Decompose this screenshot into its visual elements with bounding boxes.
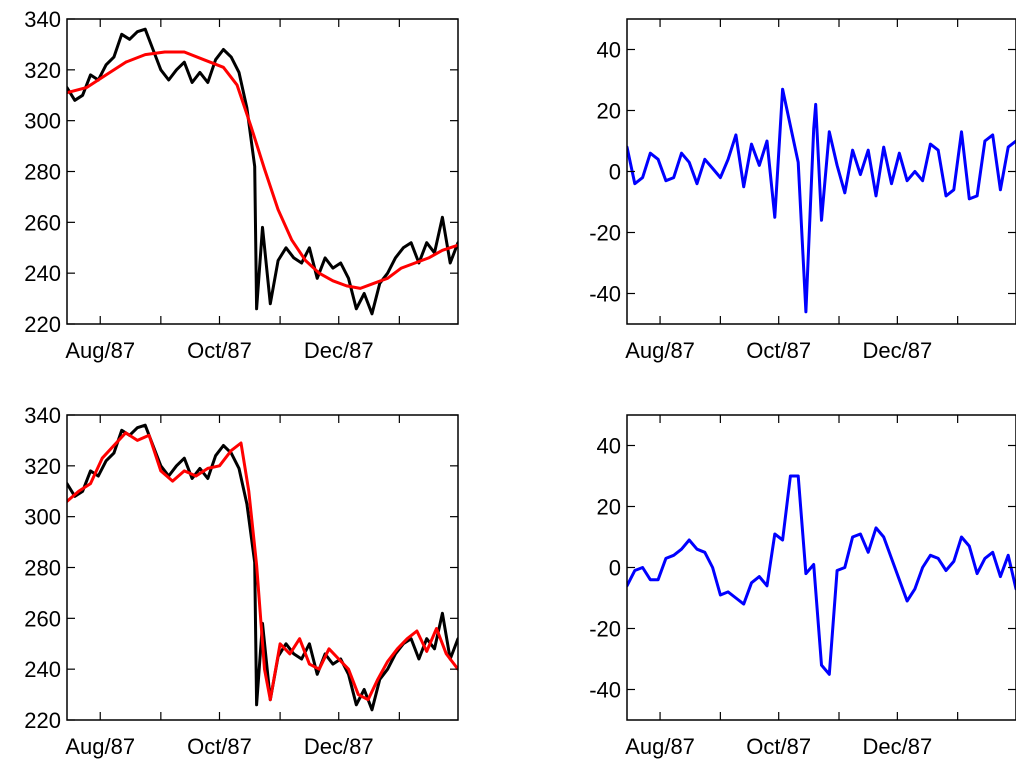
series-line-1 (67, 423, 458, 712)
y-tick-label: 20 (597, 99, 621, 124)
x-tick-label: Oct/87 (746, 734, 811, 759)
series-line-1 (67, 27, 458, 316)
y-tick-label: 0 (609, 556, 621, 581)
plot-top-right: -40 -20 0 20 40 Aug/87 Oct/87 Dec/87 (589, 18, 1016, 363)
y-tick-label: 20 (597, 495, 621, 520)
x-tick-label: Oct/87 (187, 734, 252, 759)
y-tick-label: 320 (24, 58, 61, 83)
y-tick-label: 260 (24, 606, 61, 631)
plot-frame (626, 414, 1016, 721)
y-tick-label: 280 (24, 160, 61, 185)
y-tick-label: -40 (589, 678, 621, 703)
x-tick-label: Aug/87 (65, 338, 135, 363)
series-line-1 (627, 474, 1016, 676)
y-tick-label: 220 (24, 708, 61, 733)
y-tick-label: 240 (24, 657, 61, 682)
y-tick-label: 40 (597, 434, 621, 459)
x-tick-label: Aug/87 (65, 734, 135, 759)
y-tick-label: 340 (24, 7, 61, 32)
series-line-2 (67, 50, 458, 290)
y-tick-label: 280 (24, 556, 61, 581)
y-tick-label: 40 (597, 38, 621, 63)
plot-frame (66, 18, 459, 325)
y-tick-label: 260 (24, 210, 61, 235)
y-tick-label: -40 (589, 282, 621, 307)
series-line-1 (627, 87, 1016, 314)
x-tick-label: Oct/87 (187, 338, 252, 363)
plot-top-left: 220 240 260 280 300 320 340 Aug/87 Oct/87 Dec/87 (24, 7, 459, 363)
plot-bottom-left: 220 240 260 280 300 320 340 Aug/87 Oct/87 Dec/87 (24, 403, 459, 759)
y-tick-label: 240 (24, 261, 61, 286)
series-line-2 (67, 431, 458, 702)
x-tick-label: Dec/87 (304, 734, 374, 759)
x-tick-label: Aug/87 (625, 734, 695, 759)
y-tick-label: -20 (589, 221, 621, 246)
y-tick-label: 300 (24, 505, 61, 530)
x-tick-label: Dec/87 (862, 734, 932, 759)
x-tick-label: Dec/87 (304, 338, 374, 363)
y-tick-label: 220 (24, 312, 61, 337)
x-tick-label: Dec/87 (862, 338, 932, 363)
y-tick-label: 320 (24, 454, 61, 479)
y-tick-label: 340 (24, 403, 61, 428)
y-tick-label: 0 (609, 160, 621, 185)
plot-bottom-right: -40 -20 0 20 40 Aug/87 Oct/87 Dec/87 (589, 414, 1016, 759)
y-tick-label: 300 (24, 109, 61, 134)
plot-frame (66, 414, 459, 721)
x-tick-label: Oct/87 (746, 338, 811, 363)
x-tick-label: Aug/87 (625, 338, 695, 363)
y-tick-label: -20 (589, 617, 621, 642)
